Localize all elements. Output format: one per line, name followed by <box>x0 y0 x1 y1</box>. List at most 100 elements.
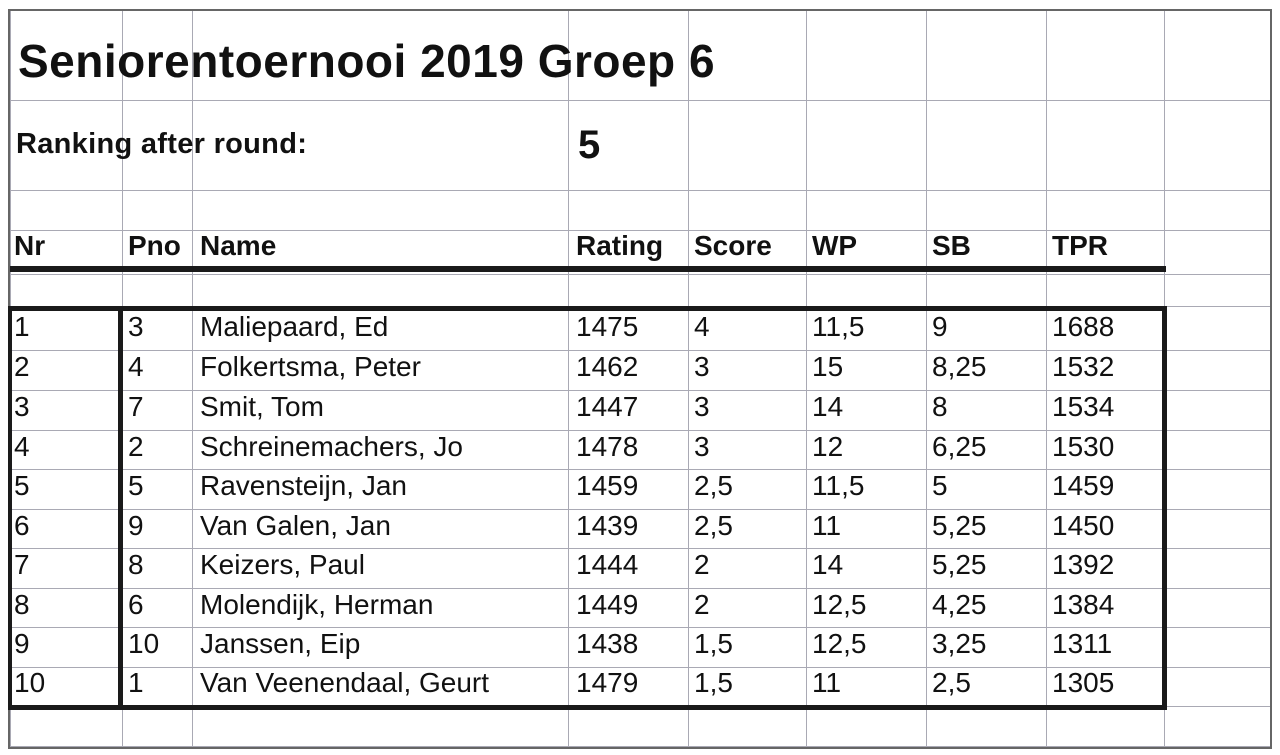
cell-rating: 1478 <box>576 431 639 462</box>
header-tpr: TPR <box>1052 230 1108 261</box>
cell-wp: 11 <box>812 510 842 541</box>
cell-sb: 6,25 <box>932 431 987 462</box>
cell-name: Molendijk, Herman <box>200 589 434 620</box>
grid-line-horizontal <box>10 746 1270 747</box>
cell-tpr: 1532 <box>1052 351 1115 382</box>
round-number: 5 <box>578 123 601 167</box>
cell-nr: 3 <box>14 391 30 422</box>
cell-wp: 14 <box>812 549 844 580</box>
grid-line-horizontal <box>10 667 1270 668</box>
cell-pno: 2 <box>128 431 144 462</box>
grid-line-vertical <box>806 10 807 746</box>
table-border-right <box>1162 306 1167 710</box>
cell-pno: 1 <box>128 667 144 698</box>
cell-rating: 1449 <box>576 589 639 620</box>
grid-line-vertical <box>926 10 927 746</box>
cell-wp: 12,5 <box>812 628 867 659</box>
cell-name: Maliepaard, Ed <box>200 311 389 342</box>
cell-nr: 10 <box>14 667 46 698</box>
cell-name: Ravensteijn, Jan <box>200 470 408 501</box>
grid-line-horizontal <box>10 548 1270 549</box>
cell-nr: 2 <box>14 351 30 382</box>
cell-rating: 1475 <box>576 311 639 342</box>
grid-line-horizontal <box>10 350 1270 351</box>
cell-name: Janssen, Eip <box>200 628 361 659</box>
cell-tpr: 1459 <box>1052 470 1115 501</box>
cell-score: 3 <box>694 351 710 382</box>
cell-wp: 12,5 <box>812 589 867 620</box>
nr-column-divider <box>118 308 123 708</box>
cell-sb: 5,25 <box>932 510 987 541</box>
cell-wp: 14 <box>812 391 844 422</box>
cell-tpr: 1534 <box>1052 391 1115 422</box>
cell-tpr: 1392 <box>1052 549 1115 580</box>
header-underline <box>10 266 1166 272</box>
cell-sb: 4,25 <box>932 589 987 620</box>
cell-score: 1,5 <box>694 667 733 698</box>
cell-score: 2 <box>694 589 710 620</box>
ranking-label: Ranking after round: <box>16 128 308 160</box>
cell-tpr: 1688 <box>1052 311 1115 342</box>
grid-line-horizontal <box>10 588 1270 589</box>
cell-wp: 11,5 <box>812 470 865 501</box>
cell-rating: 1447 <box>576 391 639 422</box>
cell-pno: 3 <box>128 311 144 342</box>
cell-sb: 3,25 <box>932 628 987 659</box>
grid-line-vertical <box>688 10 689 746</box>
cell-rating: 1459 <box>576 470 639 501</box>
cell-name: Keizers, Paul <box>200 549 365 580</box>
grid-line-vertical <box>1046 10 1047 746</box>
cell-name: Van Galen, Jan <box>200 510 391 541</box>
cell-nr: 7 <box>14 549 30 580</box>
header-score: Score <box>694 230 772 261</box>
grid-line-vertical <box>568 10 569 746</box>
cell-tpr: 1311 <box>1052 628 1113 659</box>
cell-name: Schreinemachers, Jo <box>200 431 464 462</box>
cell-tpr: 1384 <box>1052 589 1115 620</box>
cell-wp: 12 <box>812 431 844 462</box>
cell-name: Smit, Tom <box>200 391 324 422</box>
cell-nr: 6 <box>14 510 30 541</box>
cell-score: 1,5 <box>694 628 733 659</box>
cell-sb: 8 <box>932 391 948 422</box>
cell-sb: 2,5 <box>932 667 971 698</box>
cell-wp: 11 <box>812 667 842 698</box>
cell-sb: 5,25 <box>932 549 987 580</box>
header-rating: Rating <box>576 230 664 261</box>
cell-pno: 10 <box>128 628 160 659</box>
cell-score: 3 <box>694 391 710 422</box>
page-title: Seniorentoernooi 2019 Groep 6 <box>18 35 716 87</box>
cell-pno: 8 <box>128 549 144 580</box>
cell-nr: 4 <box>14 431 30 462</box>
grid-line-horizontal <box>10 469 1270 470</box>
header-name: Name <box>200 230 277 261</box>
table-border-left <box>8 306 12 710</box>
cell-sb: 8,25 <box>932 351 987 382</box>
cell-score: 2,5 <box>694 470 733 501</box>
cell-pno: 9 <box>128 510 144 541</box>
cell-score: 3 <box>694 431 710 462</box>
cell-name: Folkertsma, Peter <box>200 351 421 382</box>
cell-nr: 9 <box>14 628 30 659</box>
table-border-bottom <box>8 705 1166 710</box>
cell-rating: 1439 <box>576 510 639 541</box>
grid-line-horizontal <box>10 430 1270 431</box>
header-wp: WP <box>812 230 858 261</box>
cell-pno: 4 <box>128 351 144 382</box>
header-nr: Nr <box>14 230 46 261</box>
cell-nr: 5 <box>14 470 30 501</box>
cell-wp: 15 <box>812 351 844 382</box>
cell-tpr: 1450 <box>1052 510 1115 541</box>
cell-score: 2,5 <box>694 510 733 541</box>
table-border-top <box>8 306 1166 311</box>
grid-line-horizontal <box>10 230 1270 231</box>
header-pno: Pno <box>128 230 181 261</box>
cell-nr: 1 <box>14 311 30 342</box>
grid-line-horizontal <box>10 390 1270 391</box>
cell-name: Van Veenendaal, Geurt <box>200 667 490 698</box>
cell-rating: 1479 <box>576 667 639 698</box>
cell-score: 4 <box>694 311 710 342</box>
cell-nr: 8 <box>14 589 30 620</box>
cell-tpr: 1305 <box>1052 667 1115 698</box>
